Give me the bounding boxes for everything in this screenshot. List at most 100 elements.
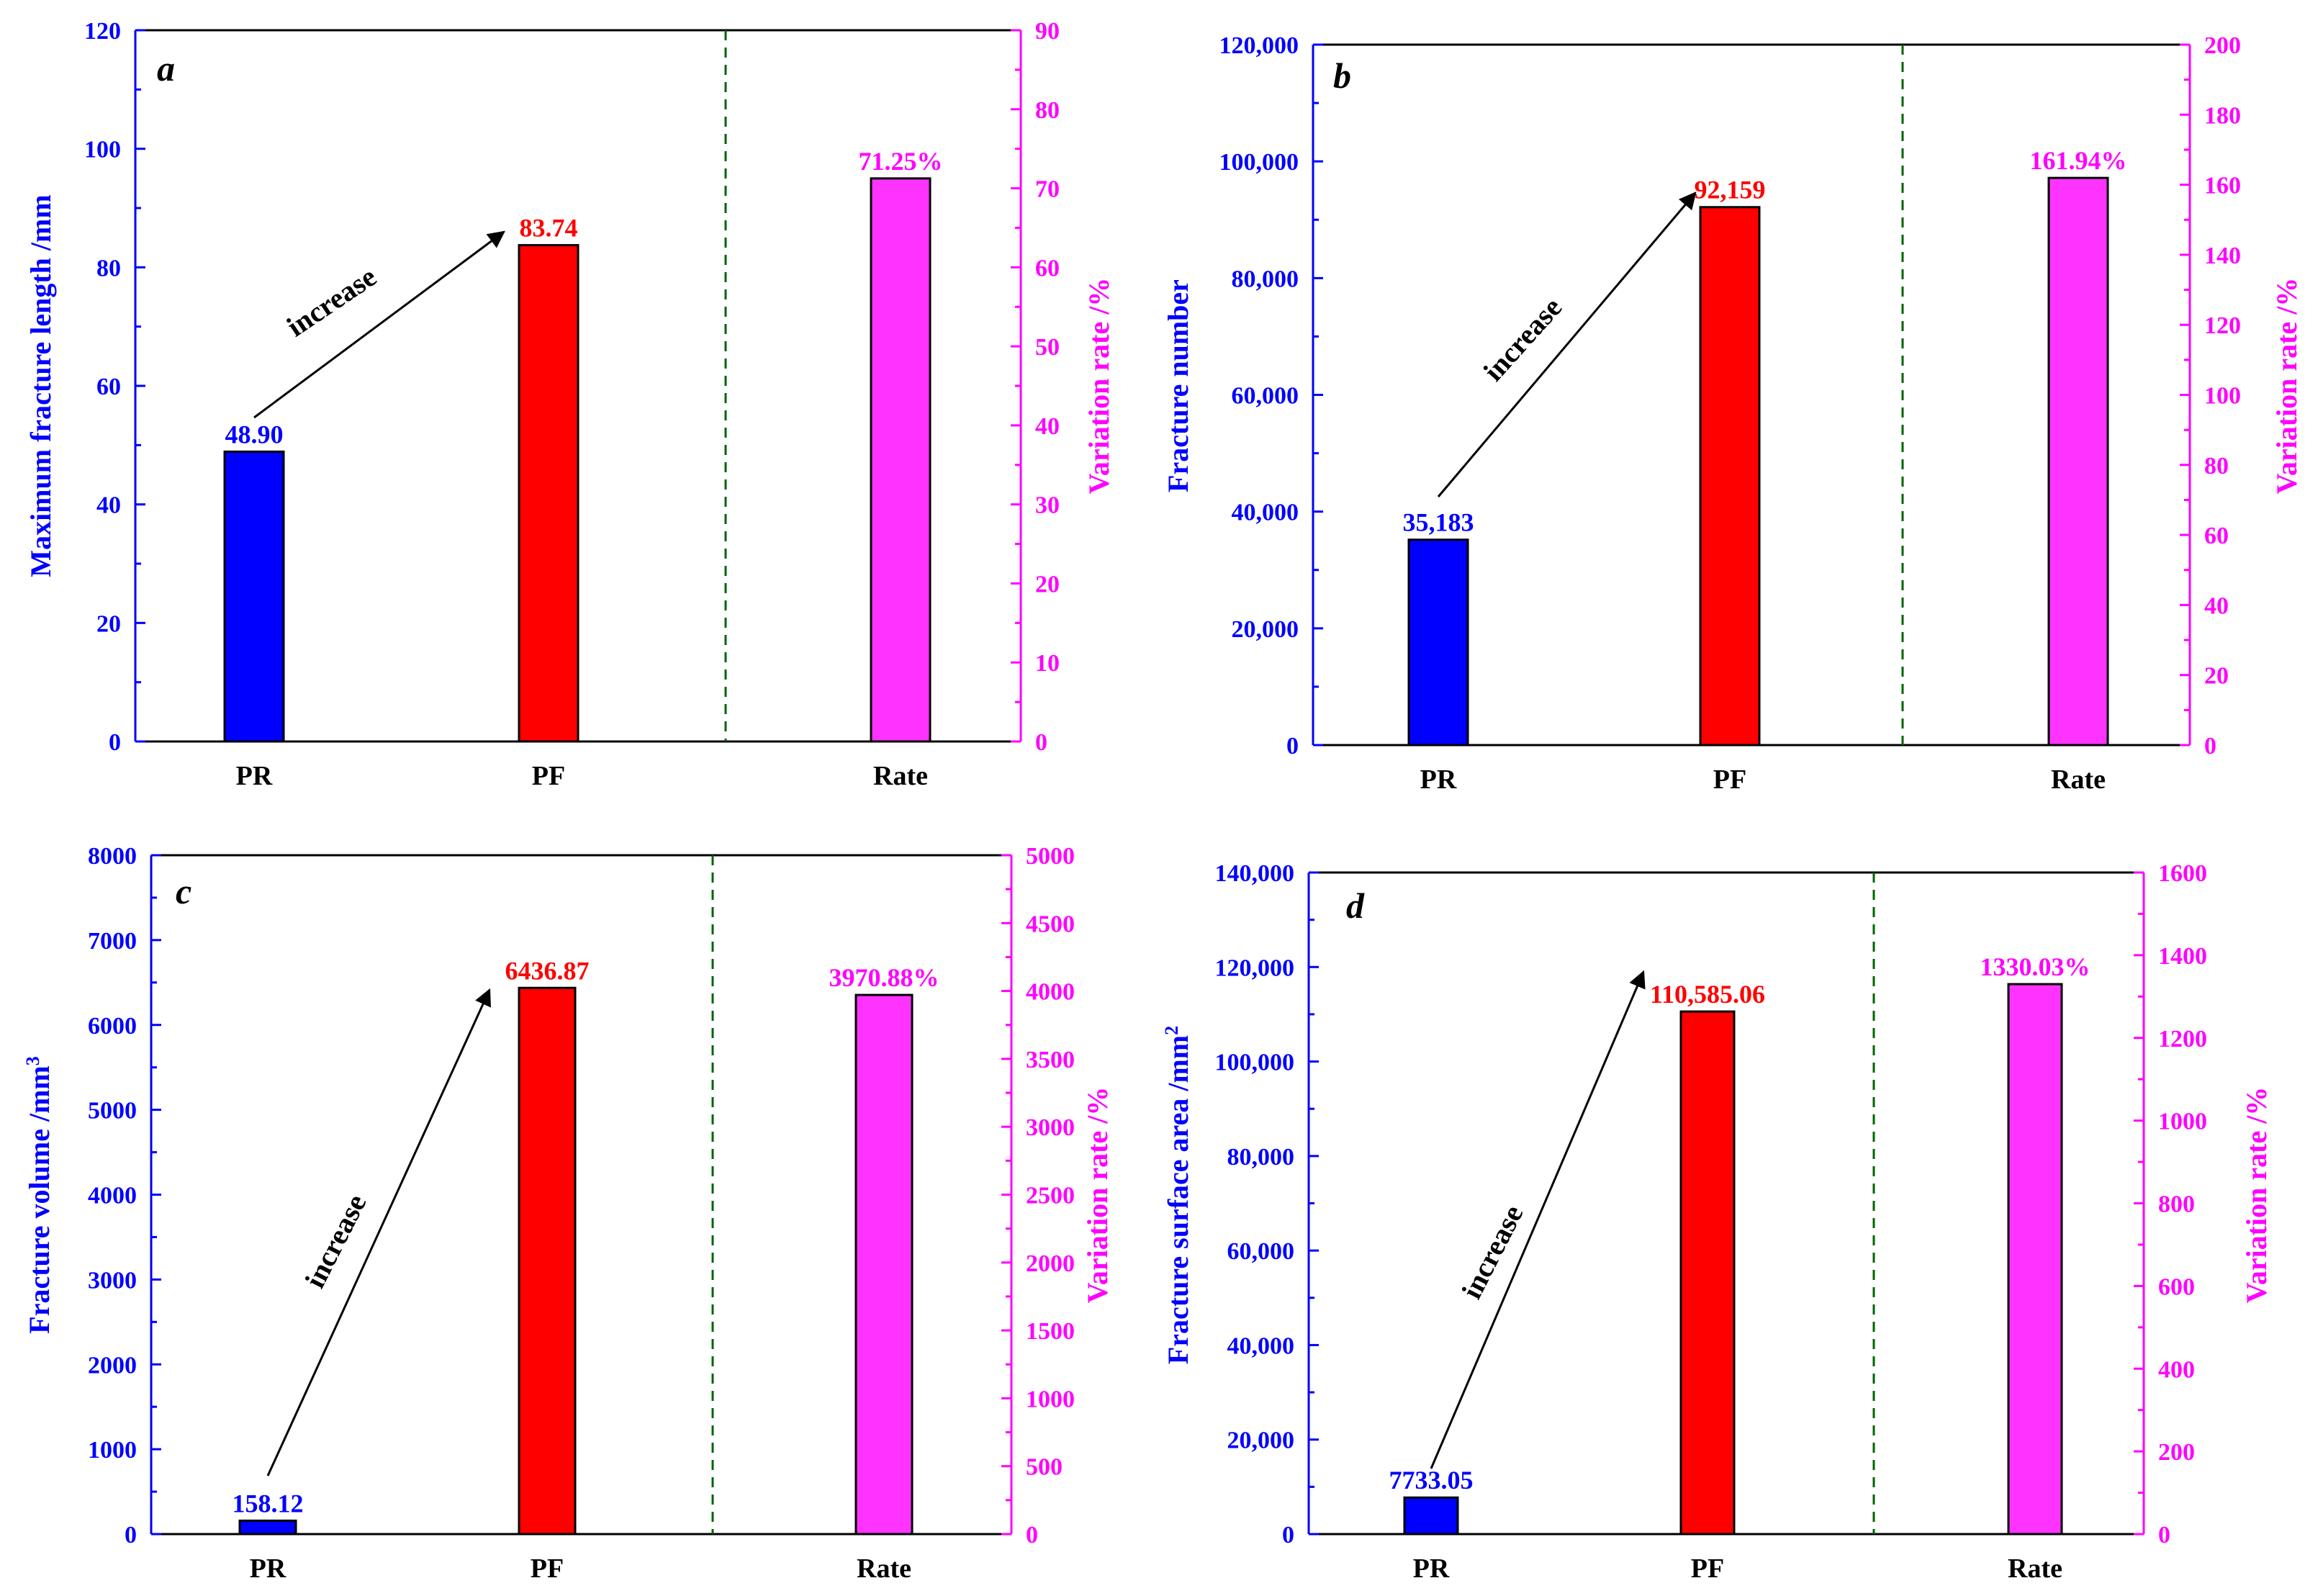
right-tick-label: 40 [2204, 592, 2229, 619]
x-tick-label: PR [1413, 1554, 1450, 1584]
data-label-pf: 83.74 [520, 214, 578, 243]
right-tick-label: 4500 [1026, 911, 1075, 937]
right-tick-label: 0 [1035, 729, 1047, 756]
data-label-rate: 3970.88% [829, 963, 939, 992]
increase-annotation: increase [298, 1189, 372, 1293]
left-tick-label: 140,000 [1215, 860, 1295, 887]
bar-pf [1699, 206, 1761, 747]
data-label-pr: 158.12 [233, 1489, 304, 1518]
bar-pr [1407, 538, 1469, 747]
chart-panel-d: 0 20,000 40,000 60,000 80,000 100,000 120,000 1… [1161, 860, 2273, 1584]
left-tick-label: 40 [96, 492, 121, 519]
left-tick-label: 40,000 [1227, 1333, 1295, 1359]
left-tick-label: 20,000 [1232, 616, 1299, 643]
bar-pr [238, 1519, 297, 1536]
y2-axis-title: Variation rate /% [2240, 1087, 2273, 1304]
right-tick-label: 0 [2158, 1522, 2170, 1548]
left-tick-label: 2000 [88, 1352, 137, 1379]
y-axis-title: Fracture volume /mm3 [22, 1056, 56, 1333]
y-axis-title: Fracture surface area /mm2 [1161, 1026, 1195, 1364]
bar-rate [870, 177, 932, 743]
increase-annotation: increase [1477, 291, 1569, 387]
y-axis-title: Fracture number [1162, 279, 1194, 492]
x-tick-label: Rate [2051, 765, 2106, 795]
right-tick-label: 200 [2204, 32, 2241, 59]
increase-annotation: increase [1455, 1200, 1529, 1304]
data-label-pr: 48.90 [225, 420, 284, 448]
right-tick-label: 60 [1035, 255, 1060, 281]
x-tick-label: PR [250, 1554, 287, 1584]
right-tick-label: 80 [1035, 97, 1060, 124]
x-tick-label: PF [531, 1554, 564, 1584]
increase-arrow [266, 988, 491, 1476]
increase-annotation: increase [281, 260, 382, 343]
right-tick-label: 600 [2158, 1273, 2195, 1300]
left-tick-label: 100,000 [1219, 149, 1299, 176]
left-tick-label: 0 [1286, 733, 1299, 759]
increase-arrow [253, 230, 505, 419]
right-tick-label: 1200 [2158, 1026, 2207, 1052]
left-tick-label: 0 [109, 729, 121, 756]
right-tick-label: 70 [1035, 176, 1060, 203]
right-tick-label: 5000 [1026, 843, 1075, 870]
left-tick-label: 7000 [88, 928, 137, 955]
right-tick-label: 400 [2158, 1356, 2195, 1383]
left-tick-label: 80 [96, 255, 121, 281]
y2-axis-title: Variation rate /% [1083, 278, 1115, 495]
right-tick-label: 1000 [2158, 1109, 2207, 1135]
panel-letter: a [157, 48, 175, 89]
right-tick-label: 0 [1026, 1522, 1038, 1548]
y-axis-title: Maximum fracture length /mm [24, 194, 57, 577]
right-tick-label: 40 [1035, 413, 1060, 440]
left-tick-label: 6000 [88, 1013, 137, 1040]
right-tick-label: 100 [2204, 383, 2241, 410]
right-tick-label: 90 [1035, 18, 1060, 45]
left-tick-label: 1000 [88, 1437, 137, 1464]
left-tick-label: 100,000 [1215, 1050, 1295, 1076]
data-label-pf: 92,159 [1695, 176, 1766, 204]
left-tick-label: 5000 [88, 1098, 137, 1124]
right-tick-label: 20 [1035, 571, 1060, 598]
right-tick-label: 0 [2204, 733, 2216, 759]
bar-pf [1679, 1010, 1736, 1536]
right-tick-label: 80 [2204, 453, 2229, 479]
right-tick-label: 140 [2204, 243, 2241, 269]
right-tick-label: 1000 [1026, 1386, 1075, 1412]
right-tick-label: 3500 [1026, 1047, 1075, 1073]
left-tick-label: 120 [84, 18, 121, 45]
left-tick-label: 100 [84, 137, 121, 163]
bar-rate [854, 993, 914, 1536]
data-label-pr: 7733.05 [1389, 1466, 1474, 1494]
right-tick-label: 30 [1035, 492, 1060, 519]
x-tick-label: PF [1713, 765, 1746, 795]
data-label-pf: 6436.87 [505, 956, 590, 985]
bar-rate [2007, 983, 2063, 1536]
left-tick-label: 60,000 [1227, 1238, 1295, 1265]
right-tick-label: 120 [2204, 312, 2241, 339]
left-tick-label: 80,000 [1232, 266, 1299, 292]
left-tick-label: 20,000 [1227, 1428, 1295, 1454]
panel-letter: d [1346, 885, 1365, 926]
data-label-rate: 161.94% [2030, 146, 2127, 175]
increase-arrow [1437, 191, 1697, 497]
data-label-pf: 110,585.06 [1650, 980, 1765, 1009]
chart-panel-b: 0 20,000 40,000 60,000 80,000 100,000 120,000 0… [1162, 32, 2303, 795]
right-tick-label: 60 [2204, 523, 2229, 549]
right-tick-label: 800 [2158, 1191, 2195, 1218]
left-tick-label: 120,000 [1215, 955, 1295, 981]
increase-arrow [1430, 970, 1646, 1469]
left-tick-label: 20 [96, 610, 121, 637]
left-tick-label: 8000 [88, 843, 137, 870]
data-label-rate: 1330.03% [1980, 952, 2090, 981]
left-tick-label: 80,000 [1227, 1144, 1295, 1171]
left-tick-label: 0 [1282, 1522, 1294, 1548]
x-tick-label: PR [236, 761, 273, 791]
right-tick-label: 1500 [1026, 1318, 1075, 1345]
left-tick-label: 60 [96, 374, 121, 400]
right-tick-label: 4000 [1026, 979, 1075, 1006]
right-tick-label: 500 [1026, 1454, 1063, 1481]
y-axis-title-superscript: 3 [22, 1056, 43, 1065]
x-tick-label: Rate [2008, 1554, 2062, 1584]
left-tick-label: 60,000 [1232, 383, 1299, 410]
